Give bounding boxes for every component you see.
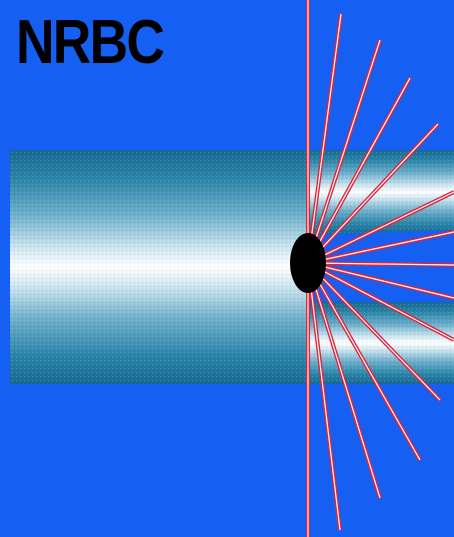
radiating-rays — [306, 0, 454, 537]
ray-core-11 — [307, 262, 441, 401]
tube-right-lower-texture — [308, 302, 454, 384]
ray-core-10 — [307, 262, 454, 341]
ray-core-2 — [307, 13, 342, 264]
ray-core-4 — [307, 77, 411, 264]
ray-core-6 — [307, 191, 454, 264]
ray-core-3 — [307, 39, 381, 264]
logo-text: NRBC — [16, 8, 165, 77]
ray-core-7 — [307, 231, 454, 264]
ray-core-5 — [307, 123, 439, 264]
ray-core-13 — [307, 262, 381, 499]
tube-left-texture — [10, 150, 308, 384]
ray-core-14 — [307, 262, 341, 531]
black-disc-icon — [290, 233, 326, 293]
ray-core-8 — [307, 262, 454, 266]
ray-core-12 — [307, 262, 421, 461]
ray-core-9 — [307, 262, 454, 299]
